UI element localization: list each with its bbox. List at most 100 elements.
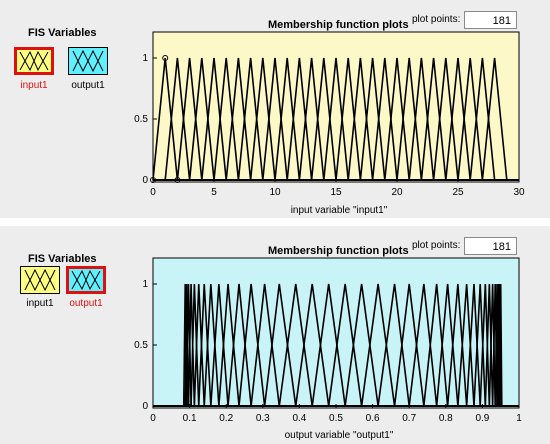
input-mf-curve[interactable] (274, 57, 301, 181)
input-x-tick-label: 30 (513, 187, 525, 198)
input1-variable-box[interactable] (20, 266, 60, 294)
fis-variables-title: FIS Variables (28, 253, 97, 265)
input-x-tick-label: 25 (452, 187, 464, 198)
input-mf-curve[interactable] (457, 57, 484, 181)
output-mf-curve[interactable] (446, 283, 468, 407)
output-mf-curve[interactable] (187, 283, 196, 407)
input-mf-curve[interactable] (323, 57, 349, 181)
input-x-tick-label: 5 (211, 187, 217, 198)
output-mf-curve[interactable] (263, 283, 297, 407)
output-mf-curve[interactable] (473, 283, 487, 407)
output-mf-curve[interactable] (218, 283, 240, 407)
input-mf-curve[interactable] (213, 57, 240, 181)
output-mf-curve[interactable] (393, 283, 425, 407)
fis-panel-output: FIS Variables input1 output1 Membership … (0, 226, 550, 444)
x-axis-label: input variable "input1" (291, 205, 388, 216)
input-mf-curve[interactable] (201, 57, 227, 181)
input-mf-curve[interactable] (347, 57, 374, 181)
output-mf-curve[interactable] (479, 283, 491, 407)
output-mf-curve[interactable] (484, 283, 494, 407)
output-y-tick-label: 0.5 (134, 340, 148, 351)
plot-points-label: plot points: (412, 240, 461, 251)
mf-plot-title: Membership function plots (268, 245, 409, 257)
output-mf-curve[interactable] (210, 283, 229, 407)
input-mf-curve[interactable] (432, 57, 459, 181)
input-x-tick-label: 10 (269, 187, 281, 198)
output-mf-curve[interactable] (360, 283, 396, 407)
input-mf-curve[interactable] (188, 57, 215, 181)
input-mf-curve[interactable] (310, 57, 337, 181)
output-mf-curve[interactable] (435, 283, 459, 407)
input1-label: input1 (26, 298, 54, 309)
output-mf-curve[interactable] (423, 283, 449, 407)
output-mf-curve[interactable] (203, 283, 220, 407)
input-mf-curve[interactable] (335, 57, 362, 181)
output1-variable-box[interactable] (66, 266, 106, 294)
output-y-tick-label: 0 (142, 401, 148, 412)
output-x-tick-label: 0.4 (292, 413, 306, 424)
output-mf-curve[interactable] (498, 283, 503, 407)
mf-plot-output[interactable]: 0 0.1 0.2 0.3 0.4 0.5 0.6 0.7 0.8 0.9 1 0 0.5 1 outpu… (0, 226, 550, 444)
output-mf-curve[interactable] (278, 283, 314, 407)
output-mf-curve[interactable] (185, 283, 192, 407)
output-mf-curve[interactable] (377, 283, 410, 407)
input-mf-curve[interactable] (249, 57, 276, 181)
input-x-tick-label: 20 (391, 187, 403, 198)
output-mf-curve[interactable] (408, 283, 438, 407)
output1-label: output1 (71, 80, 105, 91)
output-mf-icon (71, 269, 101, 291)
input1-variable-box[interactable] (14, 47, 54, 75)
output-mf-curve[interactable] (227, 283, 252, 407)
plot-points-input[interactable] (464, 11, 517, 29)
input-mf-curve[interactable] (481, 57, 508, 181)
output-mf-curve[interactable] (294, 283, 330, 407)
output-mf-curve[interactable] (311, 283, 346, 407)
input-x-tick-label: 0 (150, 187, 156, 198)
input-y-tick-label: 1 (142, 53, 148, 64)
output1-variable-box[interactable] (68, 47, 108, 75)
input-mf-curve[interactable] (176, 57, 203, 181)
input-mf-curve[interactable] (286, 57, 313, 181)
input-mf-curve[interactable] (445, 57, 471, 181)
input1-label: input1 (20, 80, 48, 91)
output-mf-curve[interactable] (193, 283, 206, 407)
x-axis-label: output variable "output1" (285, 430, 394, 441)
output-mf-curve[interactable] (457, 283, 475, 407)
output-x-tick-label: 0.9 (475, 413, 489, 424)
input-mf-curve[interactable] (384, 57, 410, 181)
input-mf-curve[interactable] (262, 57, 288, 181)
mf-handle-marker[interactable] (162, 55, 169, 61)
input-mf-icon (19, 50, 49, 72)
output1-label: output1 (69, 298, 103, 309)
fis-variables-title: FIS Variables (28, 27, 97, 39)
output-mf-curve[interactable] (190, 283, 200, 407)
output-x-tick-label: 0.6 (366, 413, 380, 424)
input-mf-curve[interactable] (164, 57, 191, 181)
input-mf-curve[interactable] (408, 57, 435, 181)
output-mf-curve[interactable] (250, 283, 281, 407)
output-mf-curve[interactable] (488, 283, 497, 407)
input-mf-curve[interactable] (469, 57, 496, 181)
output-x-tick-label: 0.3 (256, 413, 270, 424)
output-mf-curve[interactable] (465, 283, 481, 407)
mf-plot-input[interactable]: 0 5 10 15 20 25 30 0 0.5 1 input variable "input1… (0, 0, 550, 218)
output-x-tick-label: 0.1 (183, 413, 197, 424)
input-mf-curve[interactable] (420, 57, 447, 181)
input-y-tick-label: 0 (142, 175, 148, 186)
input-mf-curve[interactable] (396, 57, 423, 181)
input-y-tick-label: 0.5 (134, 114, 148, 125)
input-mf-curve[interactable] (359, 57, 386, 181)
output-mf-curve[interactable] (327, 283, 363, 407)
plot-points-input[interactable] (464, 237, 517, 255)
input-mf-curve[interactable] (237, 57, 264, 181)
input-mf-curve[interactable] (298, 57, 325, 181)
output-mf-curve[interactable] (344, 283, 379, 407)
output-mf-icon (72, 49, 104, 73)
input-mf-curve[interactable] (371, 57, 398, 181)
output-mf-curve[interactable] (238, 283, 266, 407)
output-x-tick-label: 0 (150, 413, 156, 424)
input-mf-curve[interactable] (225, 57, 252, 181)
output-mf-curve[interactable] (197, 283, 212, 407)
output-x-tick-label: 0.7 (402, 413, 416, 424)
input-mf-curve[interactable] (152, 57, 179, 181)
